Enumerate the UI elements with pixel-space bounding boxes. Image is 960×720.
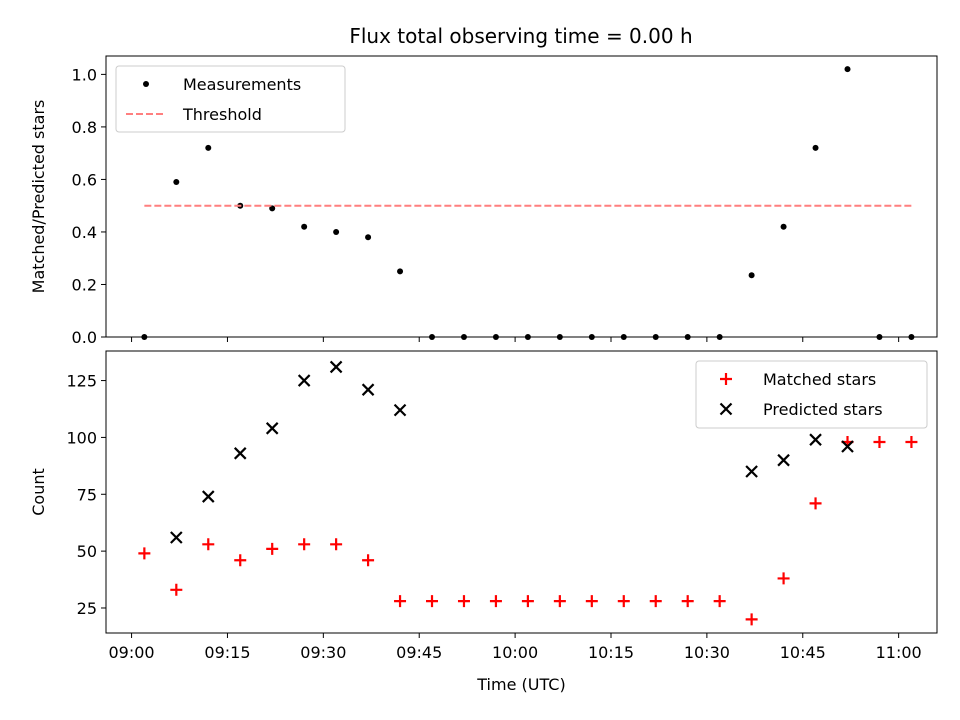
x-tick-label: 10:00 (492, 643, 538, 662)
matched-point (394, 595, 407, 608)
predicted-point (265, 422, 279, 435)
axes-frame (105, 350, 938, 634)
matched-point (170, 583, 183, 596)
matched-point (202, 538, 215, 551)
measurement-point (365, 234, 372, 241)
x-tick-label: 11:00 (876, 643, 922, 662)
predicted-point (297, 374, 311, 387)
measurement-point (812, 144, 819, 151)
predicted-point (329, 360, 343, 374)
predicted-point (841, 440, 854, 453)
matched-point (426, 595, 439, 608)
matched-point (745, 613, 758, 626)
measurement-point (556, 334, 563, 340)
predicted-point (745, 465, 758, 478)
measurement-point (684, 334, 691, 340)
matched-point (138, 547, 151, 560)
y-tick-label: 25 (77, 599, 97, 618)
y-tick-label: 0.8 (72, 118, 97, 137)
legend-marker-predicted (719, 402, 733, 416)
x-tick-label: 10:30 (684, 643, 730, 662)
matched-point (521, 595, 534, 608)
legend-label-threshold: Threshold (182, 105, 262, 124)
predicted-point (393, 403, 407, 417)
chart-title: Flux total observing time = 0.00 h (349, 24, 692, 48)
y-tick-label: 75 (77, 485, 97, 504)
legend-label-predicted: Predicted stars (763, 400, 883, 419)
predicted-point (233, 447, 247, 460)
matched-point (617, 595, 630, 608)
x-tick-label: 09:00 (109, 643, 155, 662)
axes-frame (105, 55, 938, 338)
measurement-point (876, 334, 883, 340)
legend-box (695, 360, 928, 429)
matched-point (713, 595, 726, 608)
predicted-point (170, 531, 183, 544)
legend-label-measurements: Measurements (183, 75, 301, 94)
measurement-point (524, 334, 531, 340)
measurement-point (844, 66, 851, 73)
x-axis-label: Time (UTC) (476, 675, 565, 694)
x-tick-label: 10:15 (588, 643, 634, 662)
predicted-point (809, 433, 822, 446)
measurement-point (780, 223, 787, 230)
y-tick-label: 0.4 (72, 223, 97, 242)
predicted-point (201, 490, 215, 503)
measurement-point (429, 334, 436, 340)
matched-point (809, 497, 822, 510)
y-axis-label: Count (29, 468, 48, 516)
y-axis-label: Matched/Predicted stars (29, 100, 48, 294)
measurement-point (716, 334, 723, 340)
x-tick-label: 09:45 (396, 643, 442, 662)
y-tick-label: 0.6 (72, 170, 97, 189)
y-tick-label: 0.0 (72, 328, 97, 347)
bottom-panel: 25 50 75 100 125 09:00 09:15 09:30 09:45 10:00 10:… (29, 350, 938, 694)
measurement-point (333, 228, 340, 235)
legend-label-matched: Matched stars (763, 370, 876, 389)
measurement-point (748, 272, 755, 279)
measurement-point (269, 205, 276, 212)
measurement-point (620, 334, 627, 340)
matched-point (905, 435, 918, 448)
measurement-point (397, 268, 404, 275)
matched-point (298, 538, 311, 551)
x-tick-label: 10:45 (780, 643, 826, 662)
top-panel: 0.0 0.2 0.4 0.6 0.8 1.0 Matched/Predicted star… (29, 55, 938, 347)
matched-point (457, 595, 470, 608)
measurement-point (652, 334, 659, 340)
measurement-point (588, 334, 595, 340)
y-tick-label: 125 (66, 372, 97, 391)
matched-point (649, 595, 662, 608)
legend-marker-matched (720, 373, 732, 385)
matched-point (873, 435, 886, 448)
measurement-point (141, 334, 148, 340)
measurement-point (205, 144, 212, 151)
x-tick-label: 09:30 (300, 643, 346, 662)
y-tick-label: 50 (77, 542, 97, 561)
y-tick-label: 1.0 (72, 65, 97, 84)
legend-marker-measurements (143, 81, 149, 87)
matched-point (777, 572, 790, 585)
matched-point (681, 595, 694, 608)
matched-point (266, 542, 279, 555)
measurement-point (908, 334, 915, 340)
measurement-point (301, 223, 308, 230)
matched-point (234, 554, 247, 567)
matched-point (362, 554, 375, 567)
legend-box (115, 65, 346, 133)
measurement-point (492, 334, 499, 340)
matched-point (489, 595, 502, 608)
x-tick-label: 09:15 (204, 643, 250, 662)
y-tick-label: 100 (66, 428, 97, 447)
y-tick-label: 0.2 (72, 275, 97, 294)
matched-point (553, 595, 566, 608)
matched-point (330, 538, 343, 551)
measurement-point (460, 334, 467, 340)
measurement-point (173, 179, 180, 186)
predicted-point (361, 383, 375, 396)
matched-point (585, 595, 598, 608)
predicted-point (777, 453, 790, 467)
